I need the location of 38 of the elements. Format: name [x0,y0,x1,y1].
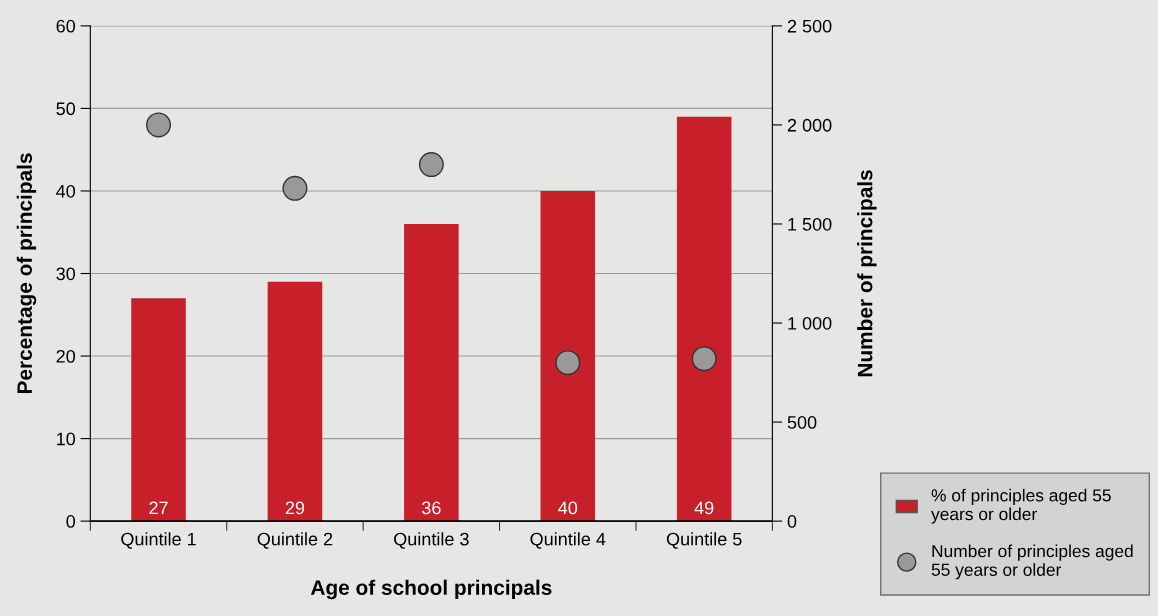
point [146,112,172,138]
y2-tick-label: 500 [787,416,817,429]
y-tick-label: 10 [57,432,76,446]
y-tick-label: 40 [56,184,76,198]
point [282,175,308,201]
point [418,152,444,178]
point [691,346,717,372]
y2-tick-label: 2 000 [787,118,832,132]
data-label: 40 [558,501,578,515]
x-tick-label: Quintile 1 [121,532,196,549]
y2-axis-title: Number of principals [857,170,877,377]
data-label: 49 [694,501,714,515]
x-tick-label: Quintile 4 [530,532,606,549]
bar [540,190,596,522]
y-tick-label: 0 [66,515,76,528]
bar [131,298,186,522]
bar [267,281,323,522]
bar [676,116,732,522]
y-tick-label: 30 [56,267,76,281]
y2-tick-label: 2 500 [787,19,832,33]
y-tick-label: 20 [56,349,76,363]
data-label: 29 [285,501,305,515]
point [555,350,581,376]
y-tick-label: 50 [56,102,76,116]
data-label: 36 [422,501,441,515]
y2-tick-label: 1 500 [788,217,832,231]
y-axis-title: Percentage of principals [16,153,37,394]
y2-tick-label: 0 [787,515,797,528]
x-tick-label: Quintile 3 [394,532,469,549]
x-tick-label: Quintile 2 [257,532,333,549]
legend-label: % of principles aged 55 years or older [931,488,1111,524]
data-label: 27 [149,501,168,515]
x-tick-label: Quintile 5 [666,532,742,549]
x-axis-title: Age of school principals [310,579,552,600]
y-tick-label: 60 [56,19,76,33]
y2-tick-label: 1 000 [788,316,832,330]
legend-label: Number of principles aged 55 years or older [931,544,1133,580]
bar [404,223,459,522]
